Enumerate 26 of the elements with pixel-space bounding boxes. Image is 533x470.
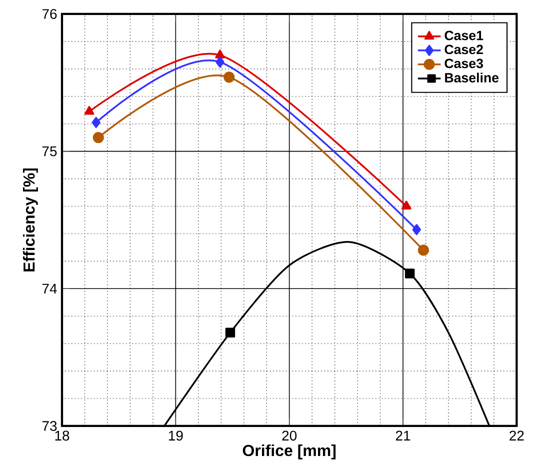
x-tick-label: 18	[55, 430, 70, 441]
point	[84, 106, 94, 115]
legend-label: Baseline	[445, 72, 499, 82]
point	[404, 268, 415, 278]
point	[412, 224, 422, 236]
point	[401, 200, 412, 210]
x-tick-label: 22	[510, 430, 524, 440]
x-axis-title: Orifice [mm]	[242, 444, 336, 460]
point	[216, 56, 224, 68]
point	[92, 132, 104, 144]
y-tick-label: 75	[42, 146, 57, 156]
x-tick-label: 21	[396, 430, 410, 440]
x-tick-label: 19	[168, 430, 183, 441]
y-tick-label: 76	[42, 9, 57, 19]
point	[418, 244, 429, 256]
y-tick-label: 74	[42, 284, 57, 294]
point	[224, 72, 235, 83]
x-tick-label: 20	[282, 430, 297, 441]
legend-label: Case3	[444, 58, 483, 68]
point	[92, 116, 100, 128]
y-axis-title: Efficiency [%]	[22, 168, 38, 272]
legend-label: Case1	[444, 30, 484, 40]
y-tick-label: 73	[42, 421, 57, 431]
point	[225, 328, 236, 338]
point	[215, 50, 225, 58]
legend-label: Case2	[444, 44, 483, 54]
